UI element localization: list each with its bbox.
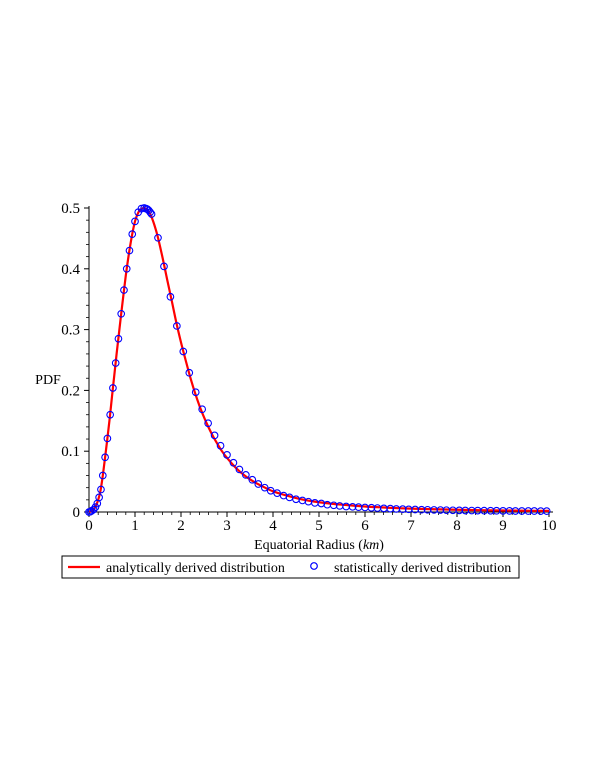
statistical-data-point <box>398 505 407 513</box>
analytical-distribution-line <box>88 206 550 514</box>
legend-label-statistical: statistically derived distribution <box>334 561 511 576</box>
statistical-data-point <box>436 506 445 514</box>
x-tick-label: 4 <box>269 518 277 534</box>
statistical-data-point <box>455 506 464 515</box>
x-axis-title-suffix: ) <box>379 538 384 553</box>
statistical-data-point <box>486 506 495 515</box>
x-axis-title-unit: km <box>363 538 379 553</box>
statistical-data-point <box>146 208 155 217</box>
x-axis-title: Equatorial Radius (km) <box>254 538 384 553</box>
statistical-data-point <box>248 475 257 484</box>
statistical-data-point <box>160 262 168 271</box>
statistical-data-point <box>266 486 275 495</box>
y-tick-label: 0.2 <box>61 383 80 399</box>
statistical-data-point <box>114 334 123 343</box>
statistical-data-point <box>111 359 120 367</box>
x-tick-label: 10 <box>542 518 557 534</box>
y-tick-label: 0.5 <box>61 201 80 217</box>
statistical-data-point <box>98 471 107 480</box>
x-tick-label: 3 <box>223 518 231 534</box>
statistical-data-point <box>216 441 225 450</box>
statistical-data-point <box>128 230 137 238</box>
axes <box>88 206 553 513</box>
statistical-data-point <box>166 292 175 301</box>
statistical-data-point <box>210 431 219 440</box>
x-tick-label: 1 <box>131 518 139 534</box>
statistical-data-point <box>198 405 207 414</box>
statistical-data-point <box>101 453 109 462</box>
statistical-data-point <box>89 505 98 514</box>
statistical-data-point <box>505 507 514 515</box>
x-tick-label: 9 <box>499 518 507 534</box>
statistical-data-point <box>242 471 250 479</box>
x-tick-label: 5 <box>315 518 323 534</box>
legend-marker-swatch <box>310 562 318 570</box>
statistical-data-point <box>185 368 194 377</box>
statistical-data-point <box>117 309 126 318</box>
x-tick-label: 8 <box>453 518 461 534</box>
statistical-data-point <box>173 322 181 330</box>
plot-area <box>85 204 551 516</box>
statistical-data-point <box>223 450 231 459</box>
statistical-data-point <box>260 483 269 492</box>
statistical-data-point <box>367 503 376 512</box>
statistical-data-point <box>204 419 212 428</box>
statistical-data-point <box>329 501 338 510</box>
statistical-data-point <box>348 502 357 511</box>
statistical-data-point <box>97 485 105 494</box>
statistical-data-point <box>120 286 128 294</box>
y-tick-label: 0.1 <box>61 444 80 460</box>
legend-label-analytical: analytically derived distribution <box>106 561 285 576</box>
statistical-data-point <box>106 410 115 419</box>
x-axis-title-prefix: Equatorial Radius ( <box>254 538 363 553</box>
statistical-data-point <box>109 384 117 392</box>
statistical-data-point <box>179 347 188 356</box>
y-tick-label: 0.4 <box>61 262 80 278</box>
statistical-data-point <box>103 434 112 443</box>
statistical-data-point <box>254 480 263 488</box>
x-tick-label: 2 <box>177 518 185 534</box>
statistical-data-point <box>154 233 162 242</box>
statistical-data-point <box>229 458 238 467</box>
statistical-data-point <box>122 264 131 273</box>
y-axis-ticks: 0 0.1 0.2 0.3 0.4 0.5 <box>61 201 89 521</box>
statistical-data-point <box>467 506 476 515</box>
x-tick-label: 6 <box>361 518 369 534</box>
x-tick-label: 7 <box>407 518 415 534</box>
x-tick-label: 0 <box>85 518 93 534</box>
y-tick-label: 0.3 <box>61 323 80 339</box>
statistical-data-point <box>125 246 134 255</box>
statistical-data-point <box>417 505 426 514</box>
statistical-data-point <box>91 503 100 511</box>
statistical-data-point <box>542 507 551 515</box>
y-axis-title: PDF <box>35 373 61 388</box>
statistical-data-point <box>536 507 545 515</box>
statistical-data-point <box>131 217 139 226</box>
x-axis-ticks: 0 1 2 3 4 5 6 7 8 9 10 <box>85 512 557 534</box>
legend-box <box>61 555 520 579</box>
statistical-data-point <box>137 204 146 213</box>
statistical-data-point <box>386 504 395 513</box>
statistical-data-point <box>191 388 200 397</box>
statistical-data-point <box>95 493 103 502</box>
statistical-data-point <box>147 210 156 218</box>
statistical-data-point <box>235 465 244 474</box>
statistical-data-point <box>524 507 533 515</box>
statistical-data-point <box>273 489 281 498</box>
y-tick-label: 0 <box>73 505 81 521</box>
legend: analytically derived distribution statis… <box>61 555 520 579</box>
